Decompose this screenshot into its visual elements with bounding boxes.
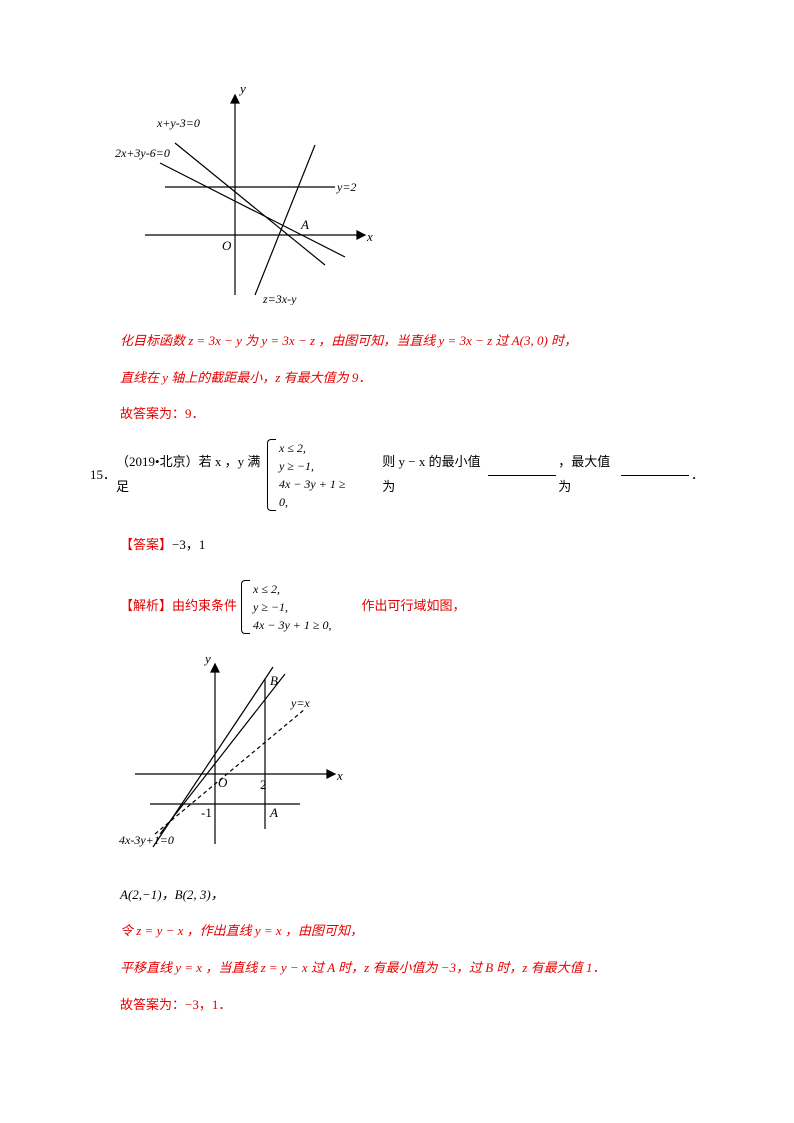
axis-x-label: x bbox=[366, 229, 373, 244]
line-y2-label: y=2 bbox=[336, 180, 356, 194]
d2-line-yx: y=x bbox=[290, 696, 310, 710]
d2-tick-2: 2 bbox=[260, 777, 267, 792]
diagram-2: y x O B A 2 -1 y=x 4x-3y+1=0 bbox=[105, 649, 704, 863]
q15-constraints: x ≤ 2, y ≥ −1, 4x − 3y + 1 ≥ 0, bbox=[267, 439, 352, 511]
q15-tail3: ． bbox=[691, 463, 704, 488]
solution-text-7: 故答案为：−3，1． bbox=[120, 993, 704, 1018]
line-2x3y6-label: 2x+3y-6=0 bbox=[115, 146, 170, 160]
answer-block: 【答案】−3，1 bbox=[120, 533, 704, 558]
line-z-label: z=3x-y bbox=[262, 292, 297, 305]
q15-number: 15． bbox=[90, 463, 116, 488]
q15-tail2: ，最大值为 bbox=[558, 450, 619, 499]
d2-origin-label: O bbox=[218, 775, 228, 790]
solution-text-5: 令 z = y − x ，作出直线 y = x ，由图可知， bbox=[120, 919, 704, 944]
points-ab: A(2,−1)，B(2, 3)， bbox=[120, 883, 704, 908]
point-a-label: A bbox=[300, 217, 309, 232]
answer-value: −3，1 bbox=[172, 537, 205, 552]
solution-text-1: 化目标函数 z = 3x − y 为 y = 3x − z ，由图可知，当直线 … bbox=[120, 329, 704, 354]
q15-tail: 则 y − x 的最小值为 bbox=[382, 450, 486, 499]
blank-max bbox=[621, 475, 689, 476]
answer-label: 【答案】 bbox=[120, 537, 172, 552]
d2-point-a-label: A bbox=[269, 805, 278, 820]
solution-text-3: 故答案为：9． bbox=[120, 402, 704, 427]
d2-tick-m1: -1 bbox=[201, 805, 212, 820]
question-15: 15． （2019•北京）若 x ，y 满足 x ≤ 2, y ≥ −1, 4x… bbox=[90, 439, 704, 511]
analysis-block: 【解析】 由约束条件 x ≤ 2, y ≥ −1, 4x − 3y + 1 ≥ … bbox=[120, 580, 704, 634]
d2-point-b-label: B bbox=[270, 673, 278, 688]
d2-line-4x3y: 4x-3y+1=0 bbox=[119, 833, 174, 847]
analysis-label: 【解析】 bbox=[120, 594, 172, 619]
analysis-text: 由约束条件 bbox=[172, 594, 237, 619]
d2-axis-y-label: y bbox=[203, 651, 211, 666]
analysis-constraints: x ≤ 2, y ≥ −1, 4x − 3y + 1 ≥ 0, bbox=[241, 580, 331, 634]
q15-source: （2019•北京）若 x ，y 满足 bbox=[116, 450, 263, 499]
origin-label: O bbox=[222, 238, 232, 253]
blank-min bbox=[488, 475, 556, 476]
analysis-tail: 作出可行域如图， bbox=[361, 594, 465, 619]
solution-text-2: 直线在 y 轴上的截距最小，z 有最大值为 9． bbox=[120, 366, 704, 391]
d2-axis-x-label: x bbox=[336, 768, 343, 783]
axis-y-label: y bbox=[238, 85, 246, 96]
diagram-1: y x O A x+y-3=0 2x+3y-6=0 y=2 z=3x-y bbox=[105, 85, 704, 309]
solution-text-6: 平移直线 y = x ，当直线 z = y − x 过 A 时，z 有最小值为 … bbox=[120, 956, 704, 981]
line-xy3-label: x+y-3=0 bbox=[156, 116, 200, 130]
